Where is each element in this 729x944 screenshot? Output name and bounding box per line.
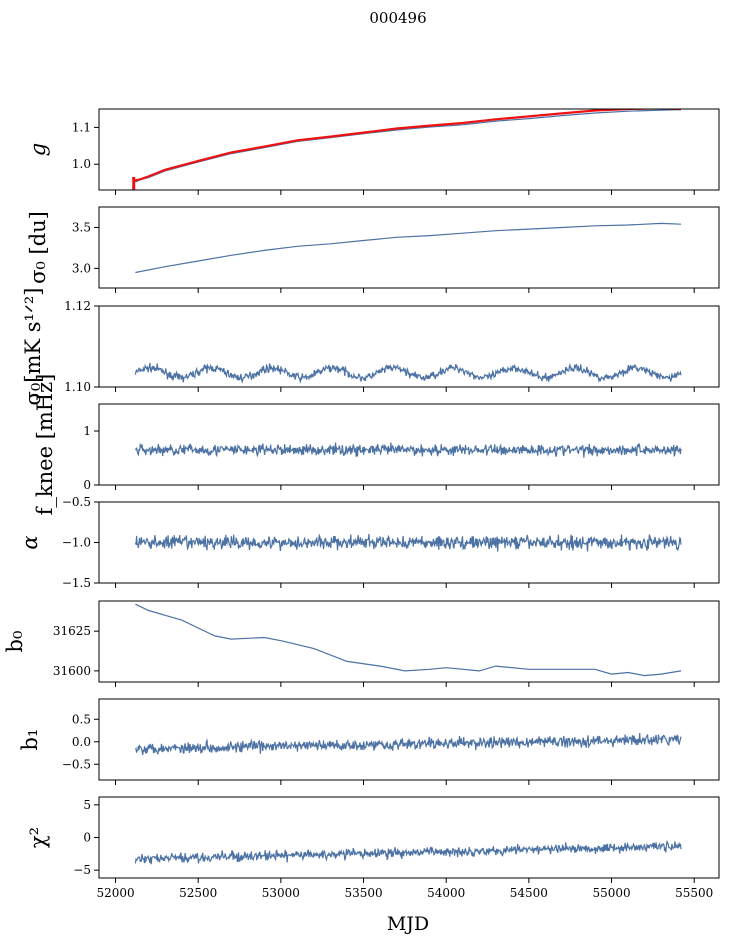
subplot-sigma0_du: 3.0 3.5 σ₀ [du]: [26, 206, 720, 293]
series-line-gain: [135, 109, 682, 183]
series-line-sigma0-mk: [134, 362, 682, 384]
subplot-b1: −0.5 0.0 0.5 b₁: [18, 698, 720, 785]
y-tick-label: 3.0: [72, 261, 91, 275]
series-line-gain-red-: [133, 109, 681, 182]
axes-frame: [98, 206, 720, 289]
y-axis-label: σ₀ [du]: [26, 211, 50, 284]
axes-frame: [98, 698, 720, 781]
y-tick-label: 1.1: [72, 120, 91, 134]
y-axis-label: σ₀[mK s¹ᐟ²]: [21, 288, 45, 406]
y-tick-label: −0.5: [62, 757, 91, 771]
y-tick-label: 31625: [53, 624, 91, 638]
axes-frame: [98, 796, 720, 879]
y-tick-label: 31600: [53, 664, 91, 678]
y-axis-label: b₀: [3, 631, 27, 653]
y-tick-label: 1: [83, 424, 91, 438]
figure-title: 000496: [369, 9, 426, 27]
series-line-b1: [134, 733, 682, 756]
axes-frame: [98, 108, 720, 191]
y-tick-label: 0: [83, 478, 91, 492]
x-tick-label: 54000: [427, 886, 465, 900]
x-tick-label: 52000: [96, 886, 134, 900]
x-axis-label: MJD: [387, 913, 429, 935]
y-tick-label: 1.0: [72, 157, 91, 171]
subplot-alpha: −1.5 −1.0 −0.5 α: [18, 495, 720, 590]
y-tick-label: −1.0: [62, 536, 91, 550]
axes-frame: [98, 305, 720, 388]
x-tick-label: 55000: [592, 886, 630, 900]
series-line-sigma0: [135, 222, 682, 274]
series-line-fknee: [134, 442, 682, 458]
y-tick-label: 0: [83, 831, 91, 845]
axes-frame: [98, 403, 720, 486]
series-line-chi2: [134, 839, 682, 865]
y-axis-label: g: [26, 143, 50, 156]
series-line-b0: [135, 603, 682, 677]
x-tick-label: 53500: [344, 886, 382, 900]
y-axis-label: f_knee [mHz]: [33, 374, 57, 516]
x-tick-label: 52500: [179, 886, 217, 900]
x-tick-label: 54500: [510, 886, 548, 900]
y-axis-label: α: [18, 535, 42, 549]
y-tick-label: 0.5: [72, 712, 91, 726]
x-tick-label: 53000: [262, 886, 300, 900]
y-axis-label: b₁: [18, 729, 42, 751]
y-tick-label: 1.12: [64, 299, 91, 313]
x-tick-label: 55500: [675, 886, 713, 900]
subplot-b0: 31600 31625 b₀: [3, 600, 720, 687]
y-tick-label: −5: [73, 863, 91, 877]
subplot-chi2: −5 0 5 52000 52500 53000 53500 54000 54500 55000 5…: [26, 796, 720, 900]
y-tick-label: −0.5: [62, 495, 91, 509]
y-tick-label: −1.5: [62, 576, 91, 590]
y-tick-label: 5: [83, 798, 91, 812]
series-line-alpha: [134, 533, 682, 552]
subplot-g: 1.0 1.1 g: [26, 108, 720, 195]
axes-frame: [98, 600, 720, 683]
y-tick-label: 1.10: [64, 380, 91, 394]
subplot-fknee: 0 1 f_knee [mHz]: [33, 374, 720, 516]
y-axis-label: χ²: [26, 827, 50, 848]
subplot-sigma0_mk: 1.10 1.12 σ₀[mK s¹ᐟ²]: [21, 288, 720, 406]
y-tick-label: 3.5: [72, 220, 91, 234]
y-tick-label: 0.0: [72, 735, 91, 749]
